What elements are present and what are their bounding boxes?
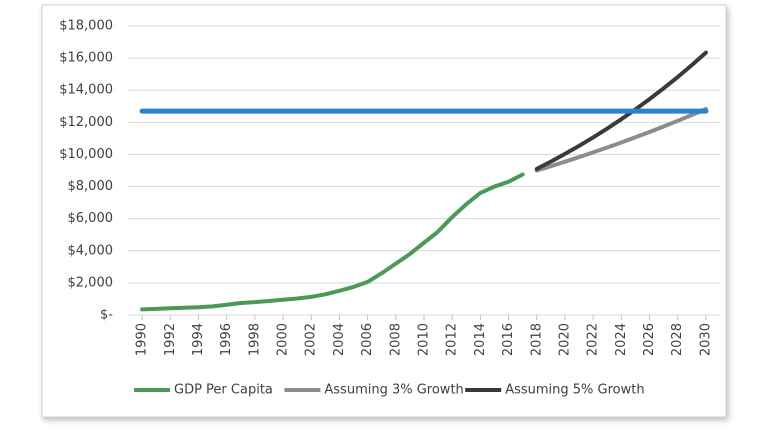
x-tick-label: 2018 — [529, 323, 544, 356]
x-tick-label: 1992 — [163, 323, 178, 356]
y-tick-label: $16,000 — [59, 51, 113, 66]
x-tick-label: 2004 — [332, 323, 347, 356]
x-tick-label: 2000 — [276, 323, 291, 356]
y-tick-label: $4,000 — [68, 243, 114, 258]
legend-label: GDP Per Capita — [174, 383, 273, 398]
y-tick-label: $14,000 — [59, 83, 113, 98]
y-tick-label: $2,000 — [68, 275, 114, 290]
x-tick-label: 2026 — [642, 323, 657, 356]
y-tick-label: $18,000 — [59, 19, 113, 34]
x-tick-label: 1996 — [219, 323, 234, 356]
x-tick-label: 2030 — [698, 323, 713, 356]
x-tick-label: 2010 — [417, 323, 432, 356]
x-tick-label: 2016 — [501, 323, 516, 356]
x-tick-label: 2002 — [304, 323, 319, 356]
x-tick-label: 2024 — [614, 323, 629, 356]
series-line — [534, 50, 708, 171]
x-tick-label: 1998 — [247, 323, 262, 356]
x-tick-label: 2006 — [360, 323, 375, 356]
y-tick-label: $6,000 — [68, 211, 114, 226]
y-tick-label: $8,000 — [68, 179, 114, 194]
y-tick-label: $10,000 — [59, 147, 113, 162]
x-tick-label: 2014 — [473, 323, 488, 356]
x-tick-label: 2020 — [557, 323, 572, 356]
x-tick-label: 2012 — [445, 323, 460, 356]
chart-frame — [41, 4, 727, 418]
y-tick-label: $12,000 — [59, 115, 113, 130]
y-tick-label: $- — [100, 308, 113, 323]
series-line — [534, 106, 708, 173]
x-tick-label: 2028 — [670, 323, 685, 356]
series-line — [140, 172, 525, 312]
x-tick-label: 1990 — [135, 323, 150, 356]
x-tick-label: 2022 — [586, 323, 601, 356]
legend-label: Assuming 5% Growth — [505, 383, 644, 398]
x-tick-label: 2008 — [388, 323, 403, 356]
x-tick-label: 1994 — [191, 323, 206, 356]
legend-label: Assuming 3% Growth — [324, 383, 463, 398]
